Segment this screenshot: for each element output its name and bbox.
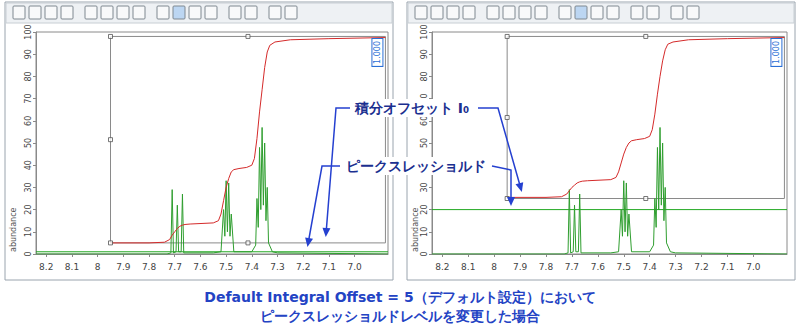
svg-text:70: 70 — [24, 94, 33, 104]
svg-text:30: 30 — [420, 182, 429, 192]
svg-text:40: 40 — [24, 160, 33, 170]
svg-text:20: 20 — [24, 205, 33, 215]
svg-text:90: 90 — [24, 49, 33, 59]
svg-text:7.5: 7.5 — [219, 262, 233, 272]
svg-text:7.7: 7.7 — [565, 262, 579, 272]
svg-text:50: 50 — [420, 138, 429, 148]
svg-text:7.6: 7.6 — [193, 262, 208, 272]
svg-text:1.000: 1.000 — [772, 41, 781, 64]
svg-text:100: 100 — [24, 24, 33, 39]
svg-text:7.3: 7.3 — [668, 262, 682, 272]
svg-text:0: 0 — [24, 251, 33, 256]
svg-text:7.0: 7.0 — [347, 262, 362, 272]
svg-text:7.0: 7.0 — [746, 262, 761, 272]
svg-text:7.8: 7.8 — [142, 262, 157, 272]
svg-text:Default Integral Offset = 5（デフ: Default Integral Offset = 5（デフォルト設定）において — [204, 289, 595, 305]
svg-text:8: 8 — [491, 262, 497, 272]
svg-text:7.9: 7.9 — [513, 262, 528, 272]
svg-text:7.7: 7.7 — [168, 262, 182, 272]
svg-text:0: 0 — [420, 251, 429, 256]
svg-text:7.2: 7.2 — [694, 262, 708, 272]
svg-text:7.2: 7.2 — [296, 262, 310, 272]
svg-text:8.2: 8.2 — [435, 262, 449, 272]
svg-text:8.1: 8.1 — [461, 262, 475, 272]
svg-text:8: 8 — [95, 262, 101, 272]
svg-text:7.4: 7.4 — [245, 262, 260, 272]
svg-text:7.8: 7.8 — [539, 262, 554, 272]
svg-text:8.2: 8.2 — [39, 262, 53, 272]
svg-text:20: 20 — [420, 205, 429, 215]
svg-text:7.3: 7.3 — [270, 262, 284, 272]
svg-text:7.4: 7.4 — [643, 262, 658, 272]
svg-text:ピークスレッショルドレベルを変更した場合: ピークスレッショルドレベルを変更した場合 — [260, 308, 540, 324]
svg-text:100: 100 — [420, 24, 429, 39]
svg-text:8.1: 8.1 — [65, 262, 79, 272]
svg-text:1.000: 1.000 — [373, 41, 382, 64]
svg-text:ピークスレッショルド: ピークスレッショルド — [346, 158, 486, 174]
svg-text:30: 30 — [24, 182, 33, 192]
svg-text:50: 50 — [24, 138, 33, 148]
svg-text:7.5: 7.5 — [617, 262, 631, 272]
svg-text:7.6: 7.6 — [591, 262, 606, 272]
svg-text:7.1: 7.1 — [322, 262, 336, 272]
svg-text:abundance: abundance — [411, 207, 420, 252]
svg-text:7.9: 7.9 — [116, 262, 131, 272]
svg-text:積分オフセット I₀: 積分オフセット I₀ — [354, 100, 469, 116]
svg-text:10: 10 — [24, 227, 33, 237]
svg-text:7.1: 7.1 — [720, 262, 734, 272]
svg-text:10: 10 — [420, 227, 429, 237]
svg-text:60: 60 — [24, 116, 33, 126]
svg-text:80: 80 — [24, 71, 33, 81]
svg-text:60: 60 — [420, 116, 429, 126]
svg-text:abundance: abundance — [9, 207, 18, 252]
svg-text:90: 90 — [420, 49, 429, 59]
svg-text:70: 70 — [419, 93, 429, 104]
svg-text:80: 80 — [420, 71, 429, 81]
